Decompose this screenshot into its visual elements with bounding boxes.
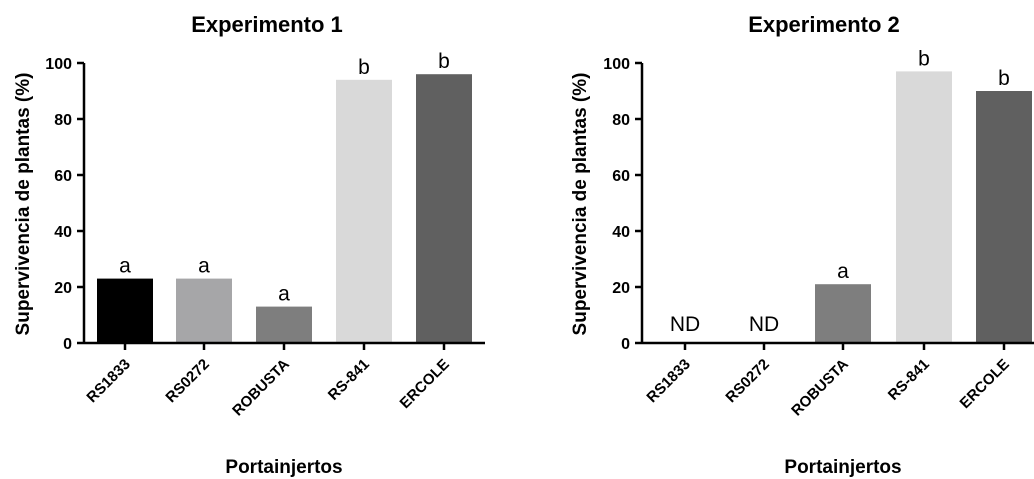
y-tick-label: 40	[54, 224, 72, 241]
x-tick-label: ROBUSTA	[788, 356, 852, 420]
y-tick-label: 20	[612, 280, 630, 297]
y-tick-label: 80	[612, 112, 630, 129]
x-tick-label: RS1833	[643, 356, 693, 406]
bar-robusta	[815, 284, 871, 343]
x-axis-title-1: Portainjertos	[225, 457, 342, 478]
bar-robusta	[256, 306, 312, 343]
bars-1	[97, 74, 472, 344]
bar-significance-label: ND	[749, 313, 779, 336]
chart-panel-1: Experimento 1 Supervivencia de plantas (…	[13, 12, 485, 478]
x-tick-label: ERCOLE	[397, 356, 453, 412]
bar-significance-label: a	[119, 255, 131, 278]
bar-significance-label: a	[198, 255, 210, 278]
x-ticks-2: RS1833 RS0272 ROBUSTA RS-841 ERCOLE	[643, 343, 1013, 420]
x-tick-label: RS0272	[722, 356, 772, 406]
x-tick-label: RS1833	[83, 356, 133, 406]
bar-significance-label: b	[438, 50, 450, 73]
y-tick-label: 20	[54, 280, 72, 297]
chart-panel-2: Experimento 2 Supervivencia de plantas (…	[570, 12, 1034, 478]
y-tick-label: 0	[621, 336, 630, 353]
bar-significance-label: ND	[670, 313, 700, 336]
bar-ercole	[976, 91, 1032, 343]
y-tick-label: 60	[54, 168, 72, 185]
bar-rs-841	[896, 71, 952, 344]
bar-rs1833	[97, 278, 153, 343]
x-ticks-1: RS1833 RS0272 ROBUSTA RS-841 ERCOLE	[83, 343, 453, 420]
chart-title-1: Experimento 1	[191, 12, 343, 37]
chart-title-2: Experimento 2	[748, 12, 900, 37]
y-ticks-1: 0 20 40 60 80 100	[45, 56, 84, 353]
bar-significance-label: b	[358, 56, 370, 79]
y-ticks-2: 0 20 40 60 80 100	[603, 56, 642, 353]
bar-labels-2: ND ND a b b	[670, 47, 1010, 336]
bar-labels-1: a a a b b	[119, 50, 450, 305]
bar-significance-label: a	[278, 283, 290, 306]
bar-significance-label: b	[998, 67, 1010, 90]
y-axis-title-1: Supervivencia de plantas (%)	[13, 73, 34, 336]
x-tick-label: RS-841	[325, 356, 373, 404]
x-axis-title-2: Portainjertos	[784, 457, 901, 478]
y-tick-label: 60	[612, 168, 630, 185]
y-axis-title-2: Supervivencia de plantas (%)	[570, 73, 591, 336]
y-tick-label: 40	[612, 224, 630, 241]
bar-significance-label: b	[918, 47, 930, 70]
bar-rs0272	[176, 278, 232, 343]
bar-ercole	[416, 74, 472, 343]
bars-2	[815, 71, 1032, 344]
bar-rs-841	[336, 79, 392, 344]
bar-significance-label: a	[837, 260, 849, 283]
y-tick-label: 80	[54, 112, 72, 129]
x-tick-label: ERCOLE	[957, 356, 1013, 412]
x-tick-label: RS0272	[162, 356, 212, 406]
y-tick-label: 0	[63, 336, 72, 353]
x-tick-label: RS-841	[885, 356, 933, 404]
x-tick-label: ROBUSTA	[229, 356, 293, 420]
y-tick-label: 100	[45, 56, 72, 73]
y-tick-label: 100	[603, 56, 630, 73]
